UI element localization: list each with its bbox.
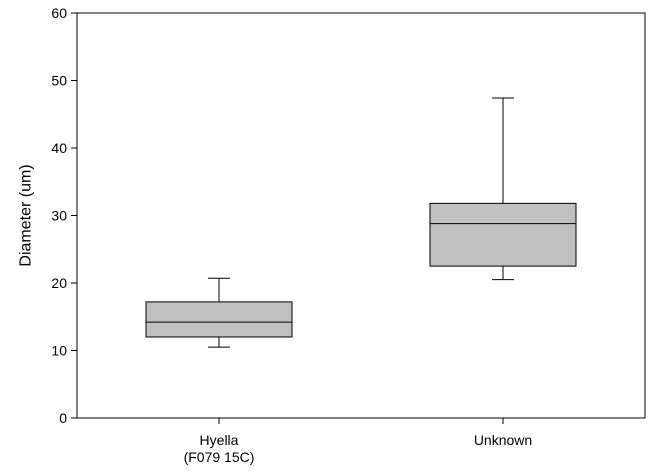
y-axis-title: Diameter (um): [18, 164, 35, 266]
y-tick-label: 60: [51, 5, 67, 21]
x-axis: Hyella (F079 15C) Unknown: [184, 418, 532, 465]
x-tick-label: Hyella (F079 15C): [184, 432, 255, 465]
plot-frame: [76, 12, 646, 419]
iqr-box: [145, 301, 293, 338]
y-tick-label: 50: [51, 73, 67, 89]
iqr-box: [429, 202, 577, 267]
box-2: [429, 97, 577, 281]
y-axis: 0 10 20 30 40 50 60: [51, 5, 77, 426]
boxes: [145, 97, 577, 348]
y-tick-label: 0: [59, 410, 67, 426]
box-1: [145, 277, 293, 348]
y-tick-label: 20: [51, 275, 67, 291]
x-tick-label: Unknown: [474, 432, 532, 448]
y-tick-label: 10: [51, 343, 67, 359]
y-tick-label: 30: [51, 208, 67, 224]
y-tick-label: 40: [51, 140, 67, 156]
